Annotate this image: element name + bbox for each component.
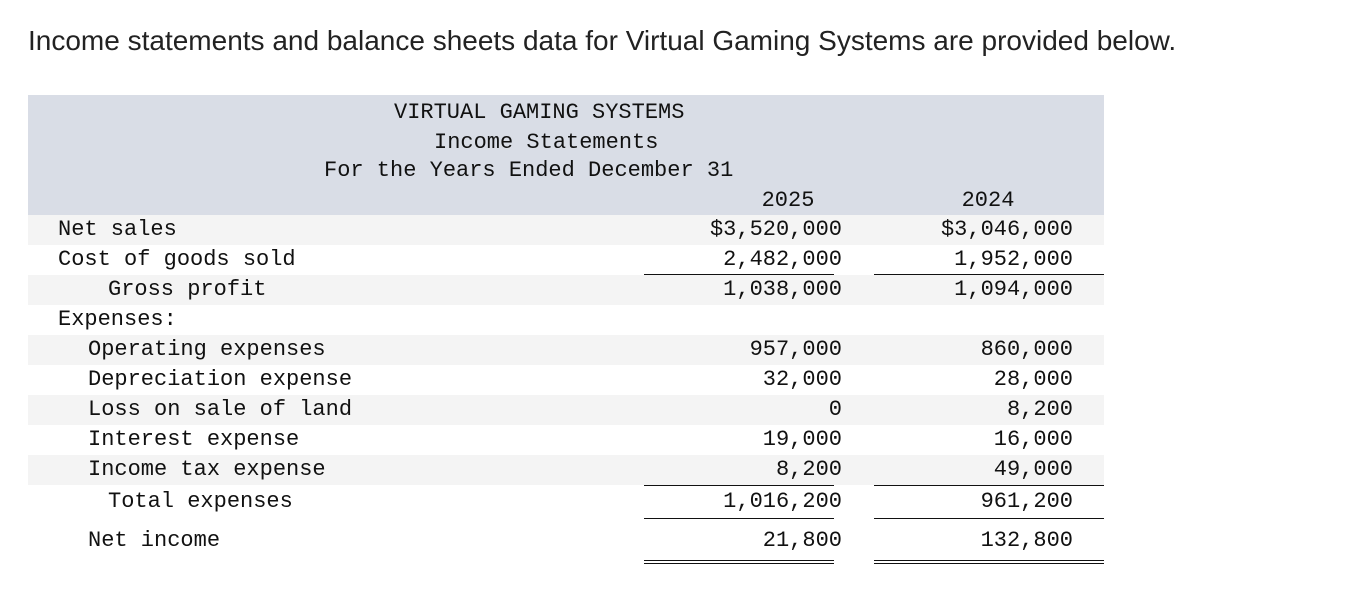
underline-2024 bbox=[874, 518, 1104, 519]
intro-text: Income statements and balance sheets dat… bbox=[28, 25, 1177, 56]
double-underline-2025-bottom bbox=[644, 563, 834, 564]
year-header-2025: 2025 bbox=[761, 188, 815, 213]
row-interest-expense: Interest expense 19,000 16,000 bbox=[28, 425, 1104, 455]
value-2025: 32,000 bbox=[762, 367, 842, 392]
row-gross-profit: Gross profit 1,038,000 1,094,000 bbox=[28, 275, 1104, 305]
statement-title: Income Statements bbox=[434, 130, 659, 155]
row-cost-of-goods-sold: Cost of goods sold 2,482,000 1,952,000 bbox=[28, 245, 1104, 275]
statement-header: VIRTUAL GAMING SYSTEMS Income Statements… bbox=[28, 95, 1104, 215]
row-label: Cost of goods sold bbox=[58, 247, 296, 272]
row-expenses-header: Expenses: bbox=[28, 305, 1104, 335]
underline-2025 bbox=[644, 485, 834, 486]
row-loss-on-sale-of-land: Loss on sale of land 0 8,200 bbox=[28, 395, 1104, 425]
underline-2025 bbox=[644, 274, 834, 275]
double-underline-2024-top bbox=[874, 560, 1104, 561]
row-net-sales: Net sales $3,520,000 $3,046,000 bbox=[28, 215, 1104, 245]
row-net-income: Net income 21,800 132,800 bbox=[28, 519, 1104, 564]
value-2024: 28,000 bbox=[993, 367, 1073, 392]
row-label: Net sales bbox=[58, 217, 177, 242]
row-label: Total expenses bbox=[108, 489, 293, 514]
value-2024: 961,200 bbox=[980, 489, 1073, 514]
row-total-expenses: Total expenses 1,016,200 961,200 bbox=[28, 485, 1104, 519]
value-2025: $3,520,000 bbox=[709, 217, 842, 242]
row-operating-expenses: Operating expenses 957,000 860,000 bbox=[28, 335, 1104, 365]
value-2024: 860,000 bbox=[980, 337, 1073, 362]
row-label: Gross profit bbox=[108, 277, 267, 302]
underline-2024 bbox=[874, 274, 1104, 275]
statement-period: For the Years Ended December 31 bbox=[324, 158, 734, 183]
company-name: VIRTUAL GAMING SYSTEMS bbox=[394, 100, 685, 125]
row-label: Income tax expense bbox=[88, 457, 326, 482]
row-label: Expenses: bbox=[58, 307, 177, 332]
row-label: Depreciation expense bbox=[88, 367, 353, 392]
value-2025: 2,482,000 bbox=[723, 247, 842, 272]
value-2024: 132,800 bbox=[980, 528, 1073, 553]
value-2024: 16,000 bbox=[993, 427, 1073, 452]
value-2025: 8,200 bbox=[775, 457, 842, 482]
row-label: Net income bbox=[88, 528, 221, 553]
underline-2025 bbox=[644, 518, 834, 519]
value-2025: 0 bbox=[828, 397, 842, 422]
value-2025: 957,000 bbox=[749, 337, 842, 362]
value-2024: 49,000 bbox=[993, 457, 1073, 482]
value-2024: 1,094,000 bbox=[954, 277, 1073, 302]
row-depreciation-expense: Depreciation expense 32,000 28,000 bbox=[28, 365, 1104, 395]
value-2025: 19,000 bbox=[762, 427, 842, 452]
row-label: Operating expenses bbox=[88, 337, 326, 362]
underline-2024 bbox=[874, 485, 1104, 486]
row-label: Loss on sale of land bbox=[88, 397, 353, 422]
double-underline-2025-top bbox=[644, 560, 834, 561]
double-underline-2024-bottom bbox=[874, 563, 1104, 564]
year-header-2024: 2024 bbox=[961, 188, 1015, 213]
value-2025: 1,038,000 bbox=[723, 277, 842, 302]
value-2025: 21,800 bbox=[762, 528, 842, 553]
value-2025: 1,016,200 bbox=[723, 489, 842, 514]
row-income-tax-expense: Income tax expense 8,200 49,000 bbox=[28, 455, 1104, 486]
row-label: Interest expense bbox=[88, 427, 300, 452]
value-2024: 1,952,000 bbox=[954, 247, 1073, 272]
value-2024: 8,200 bbox=[1006, 397, 1073, 422]
income-statement-table: VIRTUAL GAMING SYSTEMS Income Statements… bbox=[28, 95, 1104, 564]
value-2024: $3,046,000 bbox=[940, 217, 1073, 242]
